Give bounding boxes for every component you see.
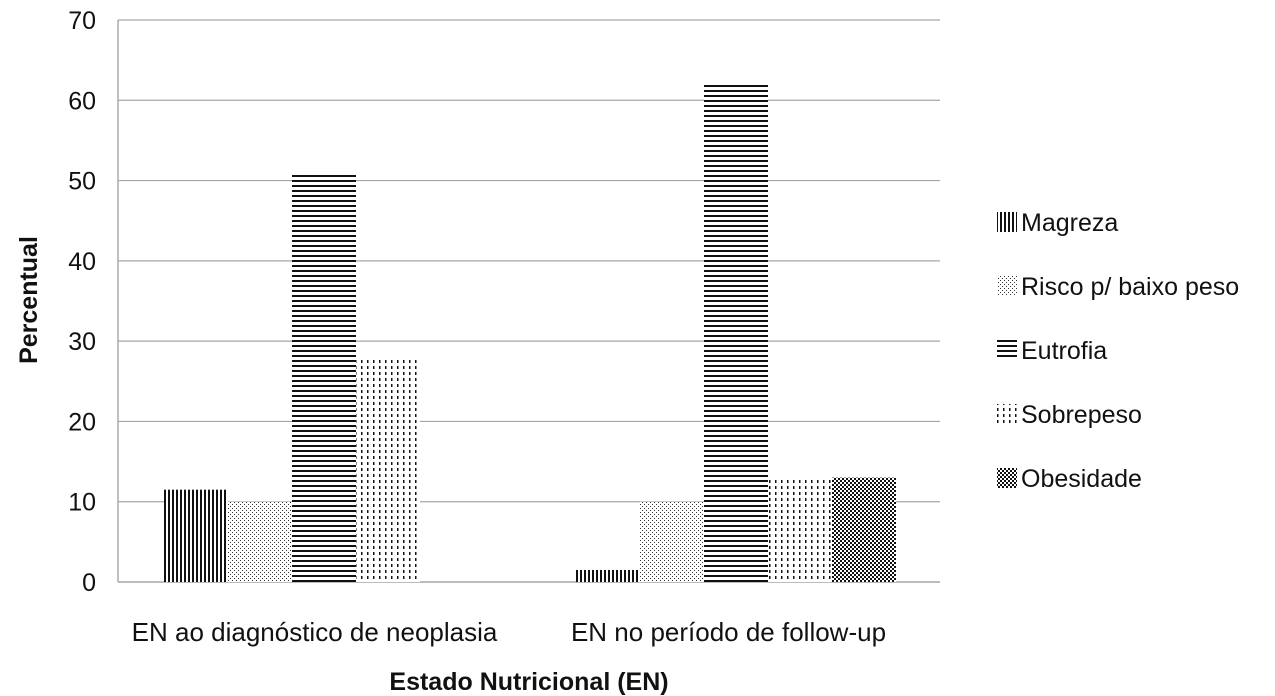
bars: [164, 84, 896, 583]
y-axis-title: Percentual: [15, 236, 43, 364]
legend-item: Risco p/ baixo peso: [997, 273, 1239, 301]
y-tick-label: 20: [68, 408, 96, 436]
legend-swatch: [997, 468, 1017, 488]
legend-item: Obesidade: [997, 465, 1142, 493]
bar-sobrepeso-cat0: [356, 357, 420, 582]
x-category-label: EN no período de follow-up: [571, 617, 886, 647]
bar-eutrofia-cat1: [704, 84, 768, 582]
legend-label: Sobrepeso: [1021, 401, 1142, 429]
y-tick-label: 60: [68, 87, 96, 115]
y-tick-label: 30: [68, 328, 96, 356]
legend-label: Obesidade: [1021, 465, 1142, 493]
bar-obesidade-cat1: [832, 477, 896, 582]
bar-sobrepeso-cat1: [768, 477, 832, 582]
legend: Magreza Risco p/ baixo peso Eutrofia Sobrep…: [997, 209, 1239, 493]
legend-item: Eutrofia: [997, 337, 1107, 365]
bar-magreza-cat0: [164, 489, 228, 582]
bar-magreza-cat1: [576, 569, 640, 582]
y-tick-label: 50: [68, 168, 96, 196]
legend-swatch: [997, 404, 1017, 424]
bar-eutrofia-cat0: [292, 172, 356, 583]
legend-swatch: [997, 340, 1017, 360]
bar-risco-p-baixo-peso-cat1: [640, 501, 704, 582]
legend-label: Eutrofia: [1021, 337, 1107, 365]
y-tick-label: 0: [82, 569, 96, 597]
x-axis-title: Estado Nutricional (EN): [389, 668, 668, 696]
legend-label: Magreza: [1021, 209, 1118, 237]
y-tick-label: 10: [68, 489, 96, 517]
legend-label: Risco p/ baixo peso: [1021, 273, 1239, 301]
legend-item: Magreza: [997, 209, 1118, 237]
y-tick-label: 40: [68, 248, 96, 276]
bar-risco-p-baixo-peso-cat0: [228, 501, 292, 582]
x-category-label: EN ao diagnóstico de neoplasia: [132, 617, 498, 647]
labels: 0 10 20 30 40 50 60 70 EN ao diagnóstico de neop…: [15, 7, 886, 696]
grid: [118, 19, 940, 503]
legend-item: Sobrepeso: [997, 401, 1142, 429]
legend-swatch: [997, 276, 1017, 296]
legend-swatch: [997, 212, 1017, 232]
y-tick-label: 70: [68, 7, 96, 35]
